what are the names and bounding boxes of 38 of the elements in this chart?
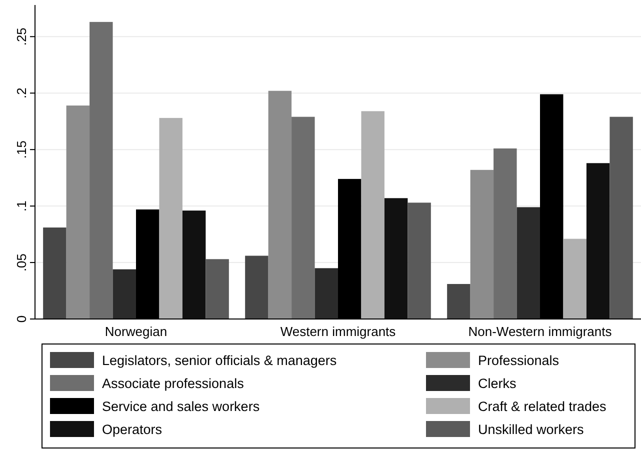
bar	[563, 238, 586, 319]
bar	[245, 256, 268, 319]
bar	[66, 106, 90, 319]
bar	[43, 228, 66, 319]
legend-label: Legislators, senior officials & managers	[102, 353, 337, 368]
legend-label: Professionals	[478, 353, 560, 368]
bar	[494, 148, 517, 319]
bar	[292, 116, 315, 319]
x-tick-label: Non-Western immigrants	[468, 324, 612, 339]
bar	[470, 170, 494, 319]
bar	[408, 202, 431, 319]
y-tick-label: 0	[14, 315, 29, 323]
bar	[610, 116, 633, 319]
bar	[206, 259, 229, 319]
legend-label: Service and sales workers	[102, 399, 260, 414]
y-tick-label: .2	[14, 88, 29, 99]
bar	[447, 284, 470, 319]
legend-label: Operators	[102, 422, 162, 437]
x-tick-label: Norwegian	[104, 324, 168, 339]
bar	[361, 111, 384, 319]
bar	[90, 22, 113, 319]
legend-label: Associate professionals	[102, 376, 244, 391]
bar	[112, 269, 136, 319]
legend-label: Clerks	[478, 376, 516, 391]
bar	[586, 163, 610, 319]
y-tick-label: .1	[14, 200, 29, 212]
bar	[182, 210, 206, 319]
bar	[314, 268, 338, 319]
x-tick-label: Western immigrants	[280, 324, 396, 339]
y-tick-label: .15	[14, 140, 29, 159]
bar	[159, 118, 182, 319]
bar	[516, 207, 540, 319]
y-tick-label: .25	[14, 28, 29, 46]
legend-label: Craft & related trades	[478, 399, 607, 414]
legend-label: Unskilled workers	[478, 422, 584, 437]
y-tick-label: .05	[14, 253, 29, 272]
bar	[384, 198, 408, 319]
bar	[268, 90, 292, 319]
